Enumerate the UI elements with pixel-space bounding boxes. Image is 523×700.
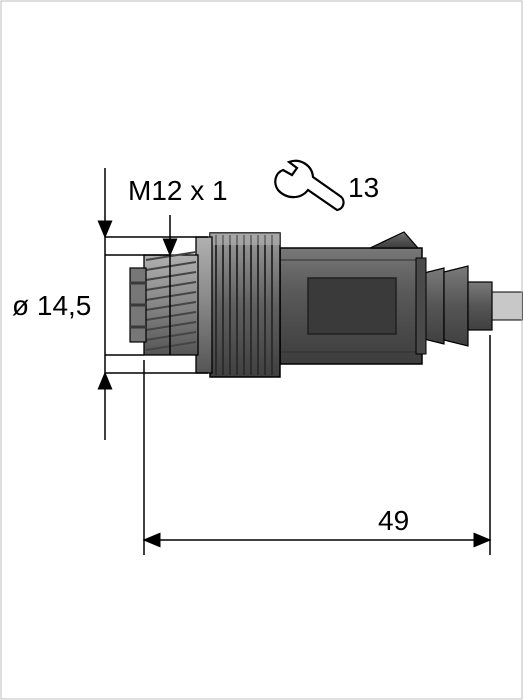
thread-spec-label: M12 x 1 [128, 175, 228, 206]
diameter-label: ø 14,5 [12, 290, 91, 321]
knurled-nut [210, 233, 280, 377]
connector-illustration [130, 232, 523, 377]
wrench-size-label: 13 [348, 172, 379, 203]
wrench-icon [275, 161, 343, 210]
length-label: 49 [378, 505, 409, 536]
thread-section [144, 252, 198, 355]
pin-face [130, 268, 146, 342]
barb-section [420, 266, 492, 346]
hex-body [280, 232, 426, 364]
